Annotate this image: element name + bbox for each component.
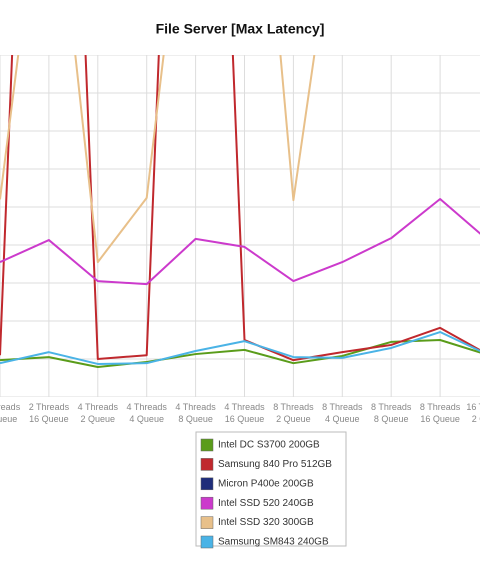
legend-swatch xyxy=(200,496,214,510)
x-tick-label: 8 Threads 2 Queue xyxy=(273,402,314,424)
legend xyxy=(195,431,347,547)
series-line xyxy=(0,55,316,264)
series-line xyxy=(0,55,480,362)
x-tick-label: 4 Threads 16 Queue xyxy=(224,402,265,424)
legend-swatch xyxy=(200,458,214,471)
legend-label: Intel SSD 320 300GB xyxy=(218,517,314,528)
plot-area xyxy=(0,55,480,397)
x-tick-label: 4 Threads 2 Queue xyxy=(78,402,119,424)
legend-label: Intel DC S3700 200GB xyxy=(218,440,320,451)
x-tick-label: 8 Threads 16 Queue xyxy=(420,402,461,424)
legend-swatch xyxy=(200,438,214,452)
legend-swatch xyxy=(200,516,214,529)
series-line xyxy=(0,339,480,368)
legend-swatch xyxy=(200,477,214,491)
series-line xyxy=(0,331,480,365)
x-tick-label: 8 Threads 4 Queue xyxy=(322,402,363,424)
x-tick-label: 4 Threads 8 Queue xyxy=(175,402,216,424)
legend-label: Samsung SM843 240GB xyxy=(218,537,329,548)
series-line xyxy=(0,198,480,286)
x-tick-label: 8 Threads 8 Queue xyxy=(371,402,412,424)
chart-title: File Server [Max Latency] xyxy=(156,21,325,37)
legend-label: Intel SSD 520 240GB xyxy=(218,498,314,509)
legend-label: Samsung 840 Pro 512GB xyxy=(218,459,332,470)
legend-label: Micron P400e 200GB xyxy=(218,478,314,489)
x-tick-label: 2 Threads 16 Queue xyxy=(29,402,70,424)
legend-swatch xyxy=(200,535,214,549)
x-tick-label: 4 Threads 4 Queue xyxy=(127,402,168,424)
